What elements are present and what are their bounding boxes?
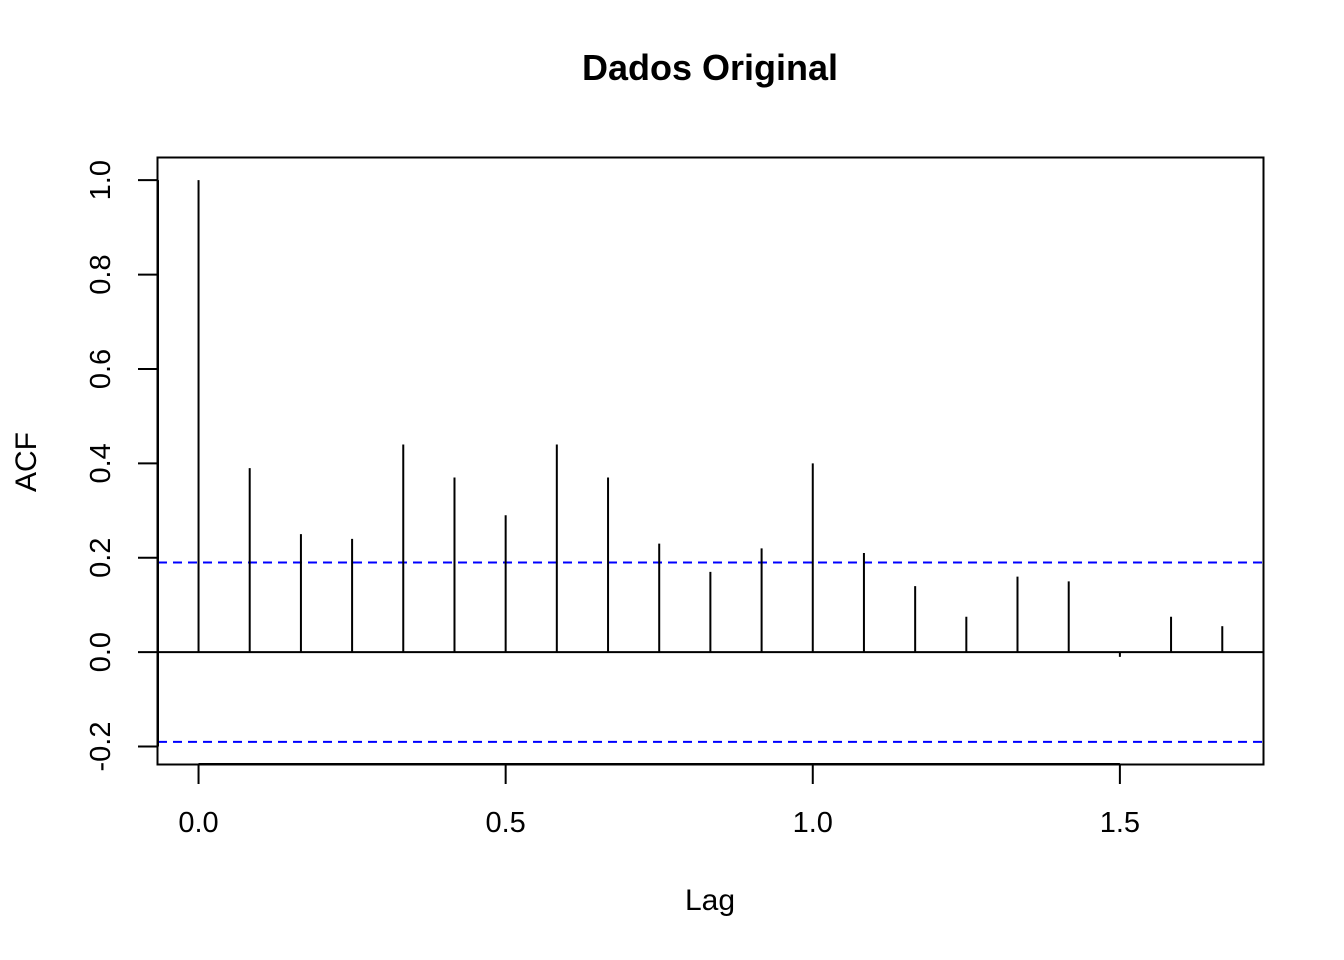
x-tick-label: 1.0 xyxy=(793,807,833,839)
x-tick-label: 1.5 xyxy=(1100,807,1140,839)
y-tick-label: 0.6 xyxy=(85,349,117,389)
y-tick-label: 1.0 xyxy=(85,160,117,200)
y-axis-label: ACF xyxy=(10,432,43,492)
y-tick-label: 0.8 xyxy=(85,254,117,294)
x-axis: 0.0 0.5 1.0 1.5 xyxy=(178,763,1140,839)
chart-title: Dados Original xyxy=(582,47,838,88)
y-tick-label: 0.0 xyxy=(85,632,117,672)
y-tick-label: 0.4 xyxy=(85,443,117,483)
x-axis-label: Lag xyxy=(685,884,735,917)
y-tick-label: 0.2 xyxy=(85,538,117,578)
confidence-lines-layer xyxy=(158,561,1263,743)
y-tick-label: -0.2 xyxy=(85,722,117,772)
plot-frame xyxy=(156,156,1265,766)
acf-bars-layer xyxy=(197,180,1224,657)
x-tick-label: 0.0 xyxy=(178,807,218,839)
x-tick-label: 0.5 xyxy=(485,807,525,839)
y-axis: -0.2 0.0 0.2 0.4 0.6 0.8 1.0 xyxy=(85,160,159,772)
